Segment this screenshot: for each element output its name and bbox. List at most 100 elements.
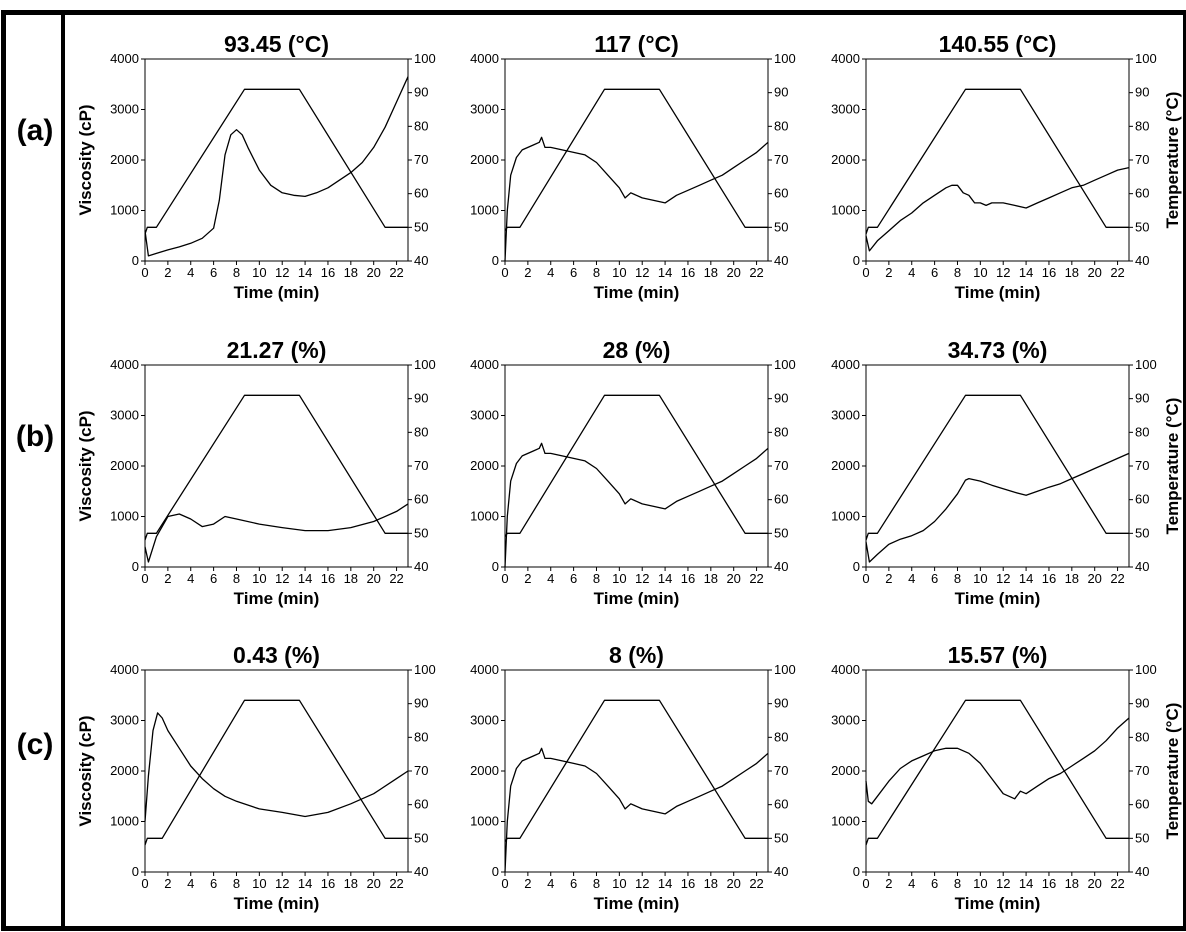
y2-tick-label: 40 [414, 559, 428, 574]
x-tick-label: 18 [704, 265, 718, 280]
y2-tick-label: 90 [774, 696, 788, 711]
x-tick-label: 2 [524, 571, 531, 586]
x-tick-label: 16 [681, 876, 695, 891]
y-tick-label: 0 [132, 253, 139, 268]
viscosity-series-line [504, 136, 769, 262]
y-tick-label: 1000 [110, 509, 139, 524]
x-tick-label: 18 [344, 876, 358, 891]
y-tick-label: 1000 [470, 814, 499, 829]
y-tick-label: 1000 [470, 203, 499, 218]
y-tick-label: 2000 [110, 152, 139, 167]
y2-tick-label: 40 [414, 864, 428, 879]
x-tick-label: 22 [749, 265, 763, 280]
y-tick-label: 4000 [831, 662, 860, 677]
x-tick-label: 20 [726, 876, 740, 891]
y-tick-label: 1000 [831, 509, 860, 524]
y2-tick-label: 80 [1135, 118, 1149, 133]
x-tick-label: 8 [954, 571, 961, 586]
panel-title: 21.27 (%) [227, 337, 327, 363]
x-tick-label: 14 [1019, 876, 1033, 891]
row-label-c: (c) [17, 728, 54, 761]
y2-tick-label: 60 [774, 797, 788, 812]
x-tick-label: 20 [726, 571, 740, 586]
y2-tick-label: 60 [774, 492, 788, 507]
x-tick-label: 16 [321, 265, 335, 280]
viscosity-series-line [865, 166, 1130, 252]
panel-title: 28 (%) [603, 337, 671, 363]
row-label-b: (b) [16, 420, 54, 453]
y2-tick-label: 100 [414, 662, 436, 677]
x-tick-label: 10 [612, 265, 626, 280]
y2-tick-label: 80 [414, 118, 428, 133]
panel-3: 140.55 (°C) 0 2 4 6 8 10 12 14 16 18 20 22 0 1000 2000 3… [831, 31, 1182, 302]
x-tick-label: 6 [570, 265, 577, 280]
y2-tick-label: 60 [414, 797, 428, 812]
x-tick-label: 4 [547, 571, 554, 586]
x-tick-label: 8 [233, 876, 240, 891]
x-tick-label: 2 [885, 876, 892, 891]
y2-tick-label: 90 [414, 85, 428, 100]
x-tick-label: 6 [210, 265, 217, 280]
y-tick-label: 1000 [110, 203, 139, 218]
x-tick-label: 2 [885, 571, 892, 586]
x-tick-label: 16 [681, 265, 695, 280]
y-axis-label: Viscosity (cP) [76, 104, 95, 215]
x-tick-label: 6 [931, 265, 938, 280]
y-tick-label: 1000 [470, 509, 499, 524]
x-tick-label: 8 [593, 265, 600, 280]
panel-6: 34.73 (%) 0 2 4 6 8 10 12 14 16 18 20 22 0 1000 2000 300… [831, 337, 1182, 608]
viscosity-series-line [504, 442, 769, 568]
x-tick-label: 12 [635, 876, 649, 891]
y2-tick-label: 60 [414, 186, 428, 201]
x-tick-label: 0 [862, 876, 869, 891]
y2-tick-label: 80 [414, 729, 428, 744]
y2-tick-label: 90 [414, 696, 428, 711]
y2-tick-label: 40 [774, 864, 788, 879]
x-tick-label: 4 [187, 571, 194, 586]
x-tick-label: 0 [862, 571, 869, 586]
x-tick-label: 12 [996, 876, 1010, 891]
y2-tick-label: 80 [774, 118, 788, 133]
x-tick-label: 10 [252, 876, 266, 891]
y2-tick-label: 90 [774, 391, 788, 406]
viscosity-series-line [504, 747, 769, 873]
y2-tick-label: 70 [1135, 152, 1149, 167]
x-tick-label: 2 [524, 876, 531, 891]
x-tick-label: 10 [252, 571, 266, 586]
x-tick-label: 20 [726, 265, 740, 280]
x-tick-label: 2 [164, 265, 171, 280]
y2-axis-label: Temperature (°C) [1163, 92, 1182, 229]
x-tick-label: 0 [141, 265, 148, 280]
y-tick-label: 0 [492, 864, 499, 879]
y-tick-label: 4000 [110, 51, 139, 66]
y2-tick-label: 100 [414, 357, 436, 372]
y-tick-label: 3000 [110, 102, 139, 117]
x-tick-label: 6 [931, 876, 938, 891]
x-axis-label: Time (min) [594, 894, 680, 913]
x-axis-label: Time (min) [234, 283, 320, 302]
x-tick-label: 2 [885, 265, 892, 280]
y-tick-label: 3000 [831, 102, 860, 117]
y-tick-label: 4000 [110, 357, 139, 372]
y-tick-label: 4000 [110, 662, 139, 677]
x-tick-label: 18 [344, 571, 358, 586]
panel-5: 28 (%) 0 2 4 6 8 10 12 14 16 18 20 22 0 1000 2000 3000 40… [470, 337, 796, 608]
y2-tick-label: 70 [414, 458, 428, 473]
x-tick-label: 4 [908, 265, 915, 280]
x-tick-label: 6 [210, 876, 217, 891]
y2-tick-label: 50 [774, 830, 788, 845]
x-tick-label: 12 [635, 265, 649, 280]
y2-axis-label: Temperature (°C) [1163, 703, 1182, 840]
temperature-series-line [144, 88, 408, 235]
y2-tick-label: 90 [774, 85, 788, 100]
x-tick-label: 22 [1110, 265, 1124, 280]
x-axis-label: Time (min) [955, 589, 1041, 608]
y2-tick-label: 70 [774, 152, 788, 167]
x-tick-label: 22 [1110, 876, 1124, 891]
x-tick-label: 0 [141, 876, 148, 891]
y2-tick-label: 50 [774, 525, 788, 540]
y2-tick-label: 40 [1135, 253, 1149, 268]
x-tick-label: 10 [973, 571, 987, 586]
panel-grid: 93.45 (°C)0 2 4 6 8 10 12 14 16 18 20 2201000200030… [76, 31, 1182, 913]
